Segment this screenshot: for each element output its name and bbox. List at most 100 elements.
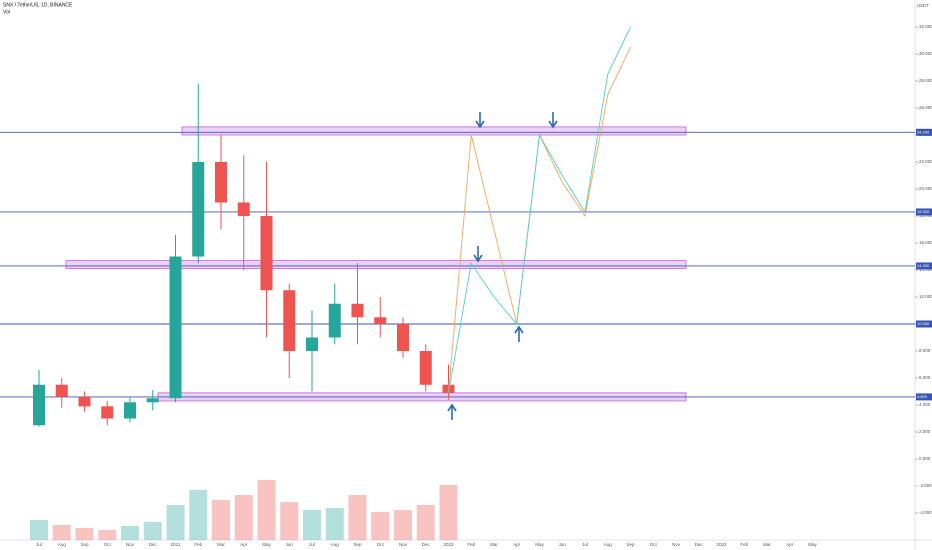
- x-tick-label: Dec: [695, 542, 704, 547]
- candle-body: [146, 398, 159, 403]
- annotation-arrows: [447, 112, 558, 420]
- y-tick-label: 32.000: [919, 24, 932, 29]
- candle-body: [397, 324, 409, 351]
- arrow-down: [473, 246, 483, 263]
- x-tick-label: Oct: [650, 542, 658, 547]
- volume-bar: [189, 490, 208, 540]
- x-tick-label: Nov: [399, 542, 408, 547]
- volume-bar: [303, 510, 321, 540]
- y-unit: USDT: [917, 3, 930, 8]
- x-tick-label: May: [262, 542, 271, 547]
- x-tick-label: Sep: [626, 542, 635, 547]
- candle-body: [328, 303, 341, 338]
- level-label: 18.300: [917, 209, 930, 214]
- volume-bar: [75, 528, 94, 540]
- x-tick-label: Feb: [194, 542, 202, 547]
- y-tick-label: 26.000: [919, 105, 932, 110]
- volume-bar: [280, 502, 299, 540]
- volume-bar: [30, 520, 48, 540]
- zone: [181, 126, 687, 136]
- x-tick-label: Jul: [582, 542, 588, 547]
- volume-bar: [98, 530, 117, 540]
- x-tick-label: Apr: [240, 542, 248, 547]
- plot-layer: [0, 26, 918, 540]
- x-tick-label: Aug: [58, 542, 67, 547]
- candle-body: [306, 337, 318, 351]
- volume-bar: [325, 508, 344, 540]
- level-tag: [916, 393, 932, 401]
- candle-body: [215, 162, 227, 203]
- y-tick-label: -2.000: [919, 483, 932, 488]
- volume-bar: [416, 505, 435, 540]
- volume-bar: [439, 485, 458, 540]
- x-tick-label: Sep: [353, 542, 362, 547]
- y-tick-label: 22.000: [919, 159, 932, 164]
- y-tick-label: 0.000: [919, 456, 931, 461]
- level-label: 24.200: [917, 129, 930, 134]
- candle-body: [192, 162, 205, 257]
- volume-bar: [371, 512, 390, 540]
- x-tick-label: Nov: [126, 542, 135, 547]
- x-tick-label: Feb: [740, 542, 748, 547]
- candle-body: [78, 396, 91, 407]
- volume-bar: [234, 495, 253, 540]
- x-tick-label: Aug: [604, 542, 613, 547]
- level-label: 10.000: [917, 321, 930, 326]
- y-tick-label: 4.000: [919, 402, 931, 407]
- x-tick-label: Apr: [786, 542, 794, 547]
- candle-body: [351, 303, 364, 318]
- x-tick-label: Apr: [513, 542, 521, 547]
- candle-body: [55, 384, 68, 397]
- x-tick-label: May: [808, 542, 817, 547]
- volume-bar: [212, 500, 230, 540]
- y-tick-label: 16.000: [919, 240, 932, 245]
- candle-body: [374, 317, 387, 324]
- x-tick-label: Mar: [490, 542, 498, 547]
- volume-bar: [394, 510, 412, 540]
- x-tick-label: May: [535, 542, 544, 547]
- x-tick-label: 2022: [443, 542, 454, 547]
- y-tick-label: 28.000: [919, 78, 932, 83]
- candle-body: [101, 406, 114, 419]
- zone: [65, 260, 687, 270]
- volume-bar: [348, 495, 367, 540]
- volume-bar: [166, 505, 185, 540]
- x-tick-label: Oct: [104, 542, 112, 547]
- chart-title: SNX / TetherUS, 1D, BINANCE: [3, 2, 73, 8]
- level-tag: [916, 262, 932, 270]
- level-label: 4.600: [917, 394, 928, 399]
- level-tag: [916, 208, 932, 216]
- x-tick-label: Jun: [559, 542, 567, 547]
- x-tick-label: Jun: [286, 542, 294, 547]
- arrow-up: [447, 403, 457, 420]
- arrow-up: [514, 325, 524, 342]
- y-tick-label: 12.000: [919, 294, 932, 299]
- y-tick-label: 6.000: [919, 375, 931, 380]
- x-tick-label: Sep: [80, 542, 89, 547]
- x-tick-label: Jul: [36, 542, 42, 547]
- candle-body: [33, 384, 45, 426]
- candle-body: [260, 216, 273, 291]
- y-tick-label: 14.000: [919, 267, 932, 272]
- y-tick-label: 2.000: [919, 429, 931, 434]
- x-tick-label: Nov: [672, 542, 681, 547]
- level-label: 14.300: [917, 263, 930, 268]
- y-tick-label: 18.000: [919, 213, 932, 218]
- volume-bar: [121, 526, 139, 540]
- volume-label: Vol: [3, 9, 10, 15]
- arrow-down: [548, 112, 558, 129]
- level-tag: [916, 320, 932, 328]
- candle-body: [283, 290, 296, 351]
- y-tick-label: 8.000: [919, 348, 931, 353]
- x-tick-label: Dec: [149, 542, 158, 547]
- y-tick-label: 30.000: [919, 51, 932, 56]
- x-tick-label: 2023: [716, 542, 727, 547]
- y-tick-label: -4.000: [919, 510, 932, 515]
- x-tick-label: Oct: [377, 542, 385, 547]
- volume-bar: [257, 480, 276, 540]
- y-tick-label: 20.000: [919, 186, 932, 191]
- candle-body: [124, 402, 136, 419]
- x-tick-label: Feb: [467, 542, 475, 547]
